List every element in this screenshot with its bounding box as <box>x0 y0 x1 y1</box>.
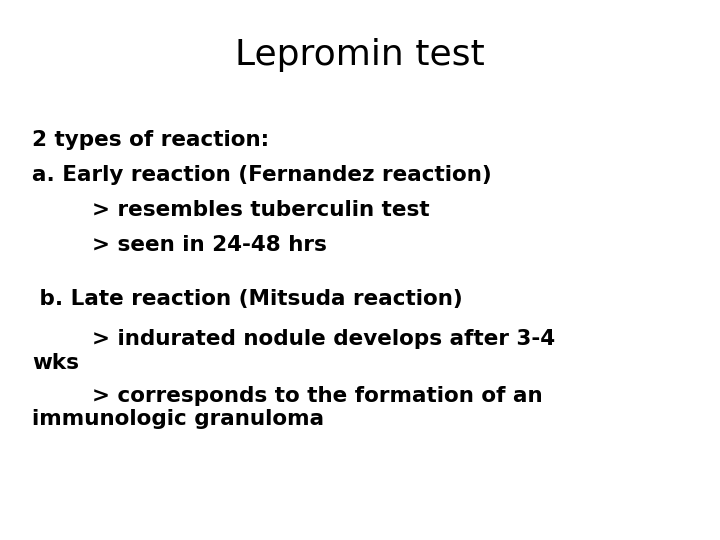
Text: > resembles tuberculin test: > resembles tuberculin test <box>32 200 430 220</box>
Text: Lepromin test: Lepromin test <box>235 38 485 72</box>
Text: > corresponds to the formation of an
immunologic granuloma: > corresponds to the formation of an imm… <box>32 386 543 429</box>
Text: > seen in 24-48 hrs: > seen in 24-48 hrs <box>32 235 328 255</box>
Text: a. Early reaction (Fernandez reaction): a. Early reaction (Fernandez reaction) <box>32 165 492 185</box>
Text: > indurated nodule develops after 3-4
wks: > indurated nodule develops after 3-4 wk… <box>32 329 556 373</box>
Text: 2 types of reaction:: 2 types of reaction: <box>32 130 269 150</box>
Text: b. Late reaction (Mitsuda reaction): b. Late reaction (Mitsuda reaction) <box>32 289 463 309</box>
